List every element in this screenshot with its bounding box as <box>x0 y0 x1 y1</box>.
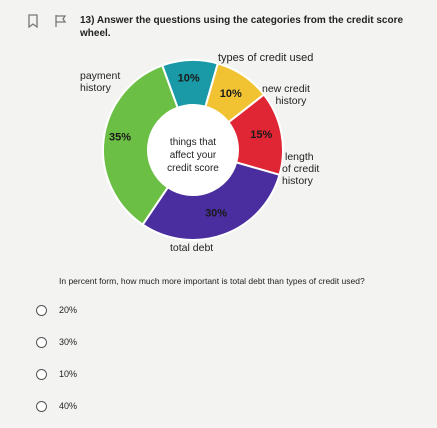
answer-option-4[interactable]: 40% <box>36 398 77 414</box>
answer-option-3[interactable]: 10% <box>36 366 77 382</box>
flag-icon[interactable] <box>54 14 68 33</box>
option-label: 30% <box>59 337 78 347</box>
wheel-center <box>149 106 237 194</box>
question-prompt: In percent form, how much more important… <box>59 276 365 286</box>
option-label: 10% <box>59 369 78 379</box>
label-new-credit-history: new credit history <box>262 83 310 107</box>
wheel-slice-value-label: 15% <box>250 129 272 141</box>
wheel-slice-value-label: 10% <box>178 72 200 84</box>
wheel-slice-total-debt <box>141 161 281 241</box>
radio-button[interactable] <box>36 400 47 412</box>
wheel-slice-value-label: 10% <box>220 88 242 100</box>
bookmark-icon[interactable] <box>28 14 38 33</box>
label-length-of-credit-history: length of credit history <box>282 151 320 187</box>
wheel-slice-value-label: 30% <box>205 207 227 219</box>
option-label: 40% <box>59 401 78 411</box>
option-label: 20% <box>59 305 78 315</box>
wheel-slice-value-label: 35% <box>109 132 131 144</box>
radio-button[interactable] <box>36 368 47 380</box>
radio-button[interactable] <box>36 304 47 316</box>
radio-button[interactable] <box>36 336 47 348</box>
label-total-debt: total debt <box>170 242 214 254</box>
answer-option-1[interactable]: 20% <box>36 302 77 318</box>
wheel-slice-payment-history <box>102 64 179 227</box>
answer-option-2[interactable]: 30% <box>36 334 77 350</box>
wheel-center-label: things that affect your credit score <box>167 137 219 174</box>
label-types-of-credit-used: types of credit used <box>218 52 314 64</box>
question-text: 13) Answer the questions using the categ… <box>80 15 404 39</box>
label-payment-history: payment history <box>80 70 121 94</box>
